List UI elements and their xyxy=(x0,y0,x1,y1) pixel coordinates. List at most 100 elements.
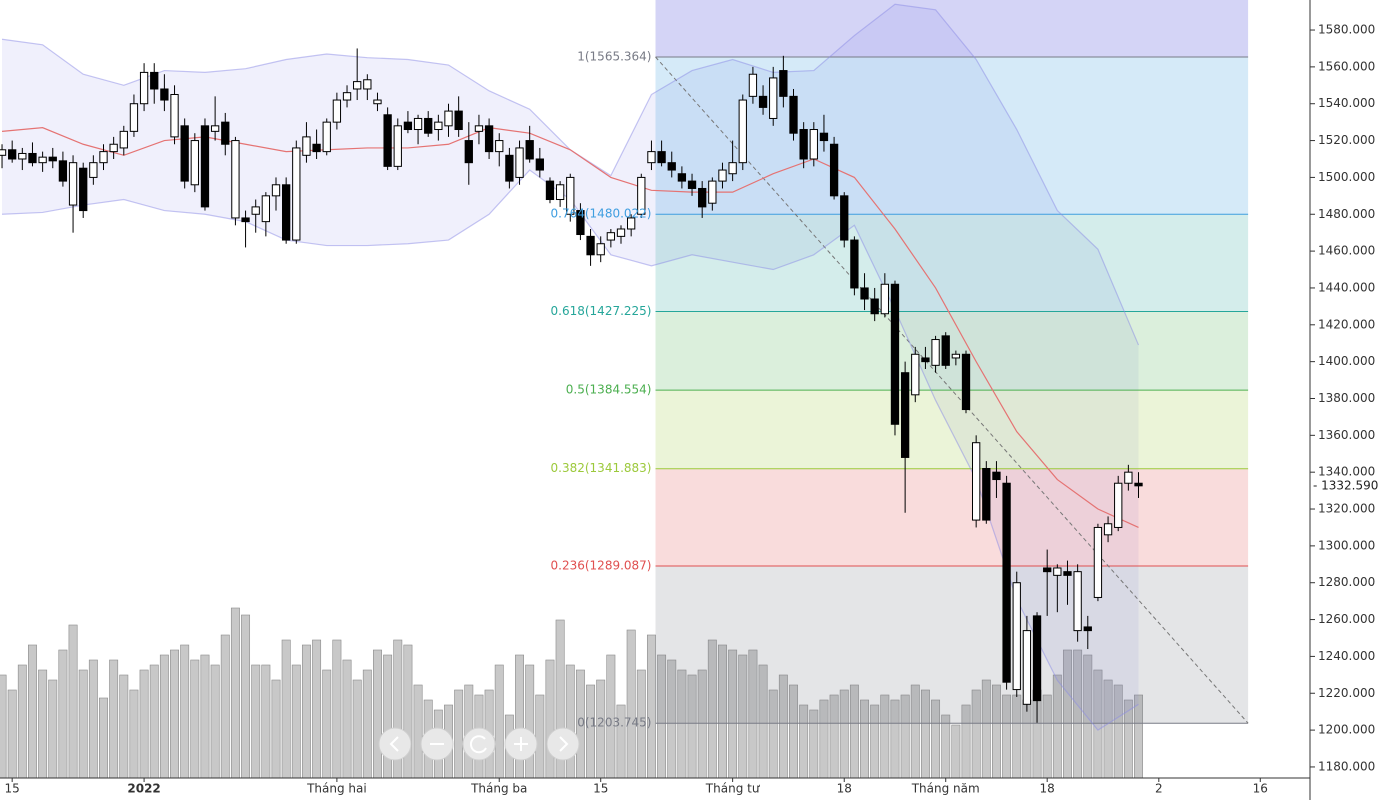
volume-bar xyxy=(149,664,159,779)
candle-body xyxy=(1053,567,1062,576)
candle-body xyxy=(1093,526,1103,598)
candle-body xyxy=(606,232,616,241)
candle-body xyxy=(505,154,514,182)
candle-body xyxy=(850,239,859,289)
volume-bar xyxy=(291,664,301,779)
candle-body xyxy=(535,158,544,171)
x-tick-label: 2022 xyxy=(127,782,160,796)
volume-bar xyxy=(251,664,261,779)
y-tick-label: 1220.000 xyxy=(1318,686,1375,700)
candle-body xyxy=(637,176,646,215)
volume-bar xyxy=(200,654,210,779)
x-tick-label: 18 xyxy=(1040,782,1055,796)
candle-body xyxy=(616,228,626,237)
candle-body xyxy=(444,110,453,127)
volume-bar xyxy=(332,639,342,779)
volume-bar xyxy=(494,664,504,779)
y-tick-label: 1440.000 xyxy=(1318,280,1375,294)
candle-body xyxy=(160,88,169,101)
y-tick-label: 1180.000 xyxy=(1318,759,1375,773)
volume-bar xyxy=(261,664,271,779)
scroll-right-button[interactable] xyxy=(546,727,580,761)
fib-level-label: 0.382(1341.883) xyxy=(551,461,652,475)
candle-body xyxy=(109,143,118,153)
volume-bar xyxy=(28,644,37,779)
y-tick-label: 1400.000 xyxy=(1318,354,1375,368)
candle-body xyxy=(292,147,301,241)
candle-body xyxy=(1073,571,1082,632)
y-tick-label: 1300.000 xyxy=(1318,538,1375,552)
scroll-left-button[interactable] xyxy=(378,727,412,761)
volume-bar xyxy=(362,669,372,779)
candle-body xyxy=(261,195,271,223)
candle-body xyxy=(738,99,747,164)
y-tick-label: 1200.000 xyxy=(1318,723,1375,737)
volume-bar xyxy=(88,659,98,779)
volume-bar xyxy=(159,654,169,779)
candle-body xyxy=(210,125,220,132)
candle-body xyxy=(718,169,727,182)
candle-body xyxy=(840,195,849,241)
volume-bar xyxy=(129,689,139,779)
candle-body xyxy=(68,162,78,206)
candle-body xyxy=(434,121,443,131)
candle-body xyxy=(911,353,920,396)
candle-body xyxy=(566,176,575,215)
volume-bar xyxy=(7,689,17,779)
candle-body xyxy=(393,125,402,167)
candle-body xyxy=(627,217,636,230)
candle-body xyxy=(961,353,971,411)
y-tick-label: 1340.000 xyxy=(1318,465,1375,479)
fib-level-label: 0.236(1289.087) xyxy=(551,558,652,572)
volume-bar xyxy=(322,669,332,779)
volume-bar xyxy=(413,684,423,779)
reset-button[interactable] xyxy=(462,727,496,761)
candle-body xyxy=(941,335,950,366)
candle-body xyxy=(1032,615,1042,702)
volume-bar xyxy=(58,649,68,779)
candle-body xyxy=(982,467,991,521)
x-tick-label: 16 xyxy=(1253,782,1268,796)
fib-level-label: 0.5(1384.554) xyxy=(566,383,652,397)
candle-body xyxy=(8,149,17,160)
zoom-in-button[interactable] xyxy=(504,727,538,761)
candle-body xyxy=(728,162,737,175)
fib-zone xyxy=(655,468,1249,566)
y-tick-label: 1420.000 xyxy=(1318,317,1375,331)
candle-body xyxy=(819,132,829,142)
candle-body xyxy=(18,152,27,160)
candle-body xyxy=(231,140,240,219)
volume-bar xyxy=(281,639,291,779)
x-tick-label: Tháng tư xyxy=(705,782,761,796)
volume-bar xyxy=(312,639,322,779)
candle-body xyxy=(809,129,818,160)
candle-body xyxy=(221,121,230,145)
volume-bar xyxy=(352,679,362,779)
volume-bar xyxy=(180,644,190,779)
candle-body xyxy=(28,152,37,164)
volume-bar xyxy=(545,659,555,779)
candle-body xyxy=(829,143,839,197)
candle-body xyxy=(271,184,281,197)
candle-body xyxy=(769,77,778,119)
candle-body xyxy=(474,125,484,132)
candle-body xyxy=(363,79,372,90)
candle-body xyxy=(921,357,930,363)
candle-body xyxy=(687,180,697,189)
candle-body xyxy=(180,125,189,182)
candle-body xyxy=(332,99,342,123)
candle-body xyxy=(129,103,139,132)
zoom-out-button[interactable] xyxy=(420,727,454,761)
volume-bar xyxy=(190,659,200,779)
candle-body xyxy=(596,243,605,256)
x-tick-label: Tháng năm xyxy=(911,782,980,796)
candle-body xyxy=(698,187,707,208)
candle-body xyxy=(860,287,869,300)
y-tick-label: 1480.000 xyxy=(1318,207,1375,221)
volume-bar xyxy=(403,644,413,779)
candle-body xyxy=(281,184,291,241)
x-tick-label: Tháng hai xyxy=(306,782,367,796)
volume-bar xyxy=(241,614,251,779)
